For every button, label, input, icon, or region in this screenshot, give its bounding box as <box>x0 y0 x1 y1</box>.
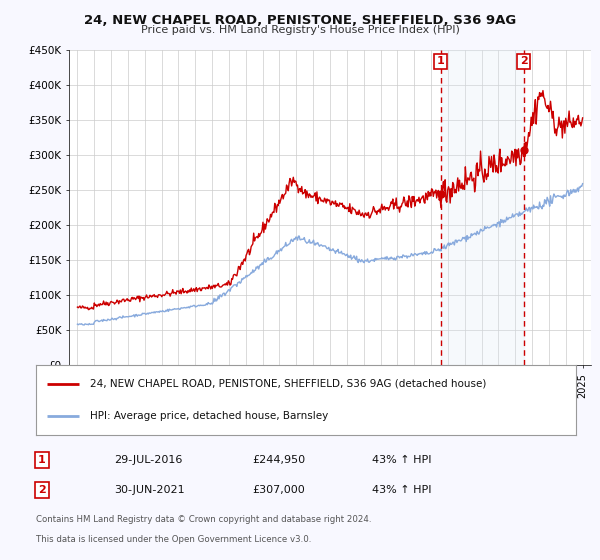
Text: 1: 1 <box>38 455 46 465</box>
Text: 29-JUL-2016: 29-JUL-2016 <box>114 455 182 465</box>
Text: £307,000: £307,000 <box>252 485 305 495</box>
Text: 24, NEW CHAPEL ROAD, PENISTONE, SHEFFIELD, S36 9AG (detached house): 24, NEW CHAPEL ROAD, PENISTONE, SHEFFIEL… <box>90 379 487 389</box>
Text: HPI: Average price, detached house, Barnsley: HPI: Average price, detached house, Barn… <box>90 411 328 421</box>
Text: Price paid vs. HM Land Registry's House Price Index (HPI): Price paid vs. HM Land Registry's House … <box>140 25 460 35</box>
Text: 30-JUN-2021: 30-JUN-2021 <box>114 485 185 495</box>
Text: 1: 1 <box>437 57 445 66</box>
Bar <box>440 50 524 365</box>
Text: 2: 2 <box>38 485 46 495</box>
Text: £244,950: £244,950 <box>252 455 305 465</box>
Text: This data is licensed under the Open Government Licence v3.0.: This data is licensed under the Open Gov… <box>36 535 311 544</box>
Text: 24, NEW CHAPEL ROAD, PENISTONE, SHEFFIELD, S36 9AG: 24, NEW CHAPEL ROAD, PENISTONE, SHEFFIEL… <box>84 14 516 27</box>
Text: Contains HM Land Registry data © Crown copyright and database right 2024.: Contains HM Land Registry data © Crown c… <box>36 516 371 525</box>
Text: 43% ↑ HPI: 43% ↑ HPI <box>372 485 431 495</box>
Text: 2: 2 <box>520 57 527 66</box>
Text: 43% ↑ HPI: 43% ↑ HPI <box>372 455 431 465</box>
